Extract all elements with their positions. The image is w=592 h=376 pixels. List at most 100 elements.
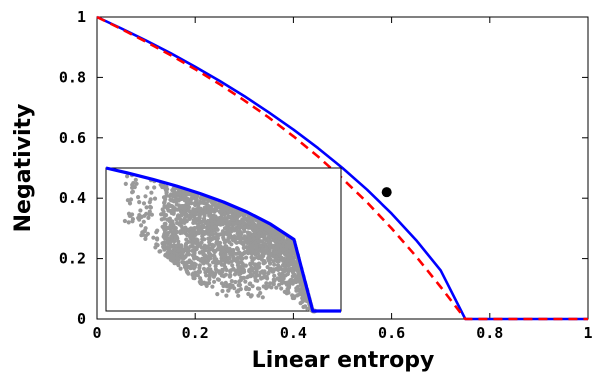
scatter-point xyxy=(245,240,250,246)
scatter-point xyxy=(210,260,216,265)
scatter-point xyxy=(161,211,166,216)
scatter-point xyxy=(236,293,241,298)
scatter-point xyxy=(274,250,279,255)
scatter-point xyxy=(210,231,215,236)
scatter-point xyxy=(179,223,184,229)
scatter-point xyxy=(170,188,175,193)
scatter-point xyxy=(122,218,127,224)
y-tick-label: 0.6 xyxy=(59,129,86,147)
scatter-point xyxy=(125,174,130,179)
scatter-point xyxy=(215,227,220,232)
scatter-point xyxy=(256,223,261,228)
scatter-point xyxy=(220,229,225,234)
scatter-point xyxy=(228,282,233,287)
scatter-point xyxy=(283,265,288,270)
scatter-point xyxy=(143,194,148,199)
inset-plot xyxy=(105,166,342,314)
scatter-point xyxy=(303,304,308,309)
scatter-point xyxy=(193,220,198,225)
scatter-point xyxy=(231,238,236,243)
scatter-point xyxy=(235,246,240,251)
scatter-point xyxy=(175,220,180,226)
scatter-point xyxy=(234,240,239,245)
scatter-point xyxy=(213,203,218,208)
scatter-point xyxy=(197,208,202,213)
scatter-point xyxy=(290,251,295,256)
scatter-point xyxy=(191,275,196,281)
scatter-point xyxy=(268,241,273,246)
scatter-point xyxy=(172,250,177,255)
scatter-point xyxy=(254,271,259,276)
scatter-point xyxy=(197,269,202,274)
scatter-point xyxy=(243,279,248,284)
scatter-point xyxy=(280,279,285,284)
scatter-point xyxy=(241,240,246,246)
scatter-point xyxy=(202,205,207,210)
scatter-point xyxy=(189,264,194,269)
scatter-point xyxy=(164,184,169,189)
scatter-point xyxy=(190,228,195,233)
scatter-point xyxy=(297,292,302,297)
x-tick-label: 0.6 xyxy=(378,324,405,342)
scatter-point xyxy=(216,269,221,274)
scatter-point xyxy=(268,251,273,256)
scatter-point xyxy=(228,252,233,257)
scatter-point xyxy=(155,237,160,242)
scatter-point xyxy=(271,235,276,240)
scatter-point xyxy=(201,266,207,271)
scatter-point xyxy=(162,204,167,209)
scatter-point xyxy=(266,228,271,233)
scatter-point xyxy=(261,261,266,266)
scatter-point xyxy=(215,233,220,239)
y-tick-label: 0.8 xyxy=(59,68,86,86)
scatter-point xyxy=(253,278,258,283)
scatter-point xyxy=(274,285,279,290)
scatter-point xyxy=(279,286,284,291)
scatter-point xyxy=(186,248,191,253)
scatter-point xyxy=(199,228,204,233)
scatter-point xyxy=(181,204,186,209)
scatter-point xyxy=(277,243,282,248)
scatter-point xyxy=(233,279,238,285)
scatter-point xyxy=(168,257,173,262)
scatter-point xyxy=(271,277,276,282)
scatter-point xyxy=(230,263,235,268)
scatter-point xyxy=(280,271,285,276)
scatter-point xyxy=(273,230,278,235)
scatter-point xyxy=(272,246,277,251)
scatter-point xyxy=(169,220,174,225)
scatter-point xyxy=(286,262,291,267)
y-axis-title: Negativity xyxy=(11,104,36,233)
scatter-point xyxy=(176,213,181,218)
scatter-point xyxy=(219,247,224,252)
scatter-point xyxy=(219,258,224,264)
scatter-point xyxy=(279,256,284,261)
scatter-point xyxy=(226,236,231,241)
scatter-point xyxy=(221,253,226,258)
scatter-point xyxy=(207,269,213,274)
scatter-point xyxy=(257,286,262,291)
scatter-point xyxy=(186,271,191,276)
scatter-point xyxy=(269,285,274,290)
scatter-point xyxy=(126,220,131,225)
scatter-point xyxy=(250,284,255,289)
y-tick-label: 0 xyxy=(77,310,86,328)
scatter-point xyxy=(236,234,241,239)
scatter-point xyxy=(244,249,250,254)
scatter-point xyxy=(223,265,228,270)
scatter-point xyxy=(196,231,201,236)
scatter-point xyxy=(153,245,158,250)
scatter-point xyxy=(215,216,220,221)
scatter-point xyxy=(220,267,225,272)
scatter-point xyxy=(207,280,212,286)
scatter-point xyxy=(130,217,135,222)
scatter-point xyxy=(191,254,196,259)
scatter-point xyxy=(183,244,188,249)
scatter-point xyxy=(240,256,245,261)
scatter-point xyxy=(249,255,254,260)
scatter-point xyxy=(237,250,242,255)
scatter-point xyxy=(292,295,297,301)
scatter-point xyxy=(250,225,255,230)
scatter-point xyxy=(182,219,187,224)
